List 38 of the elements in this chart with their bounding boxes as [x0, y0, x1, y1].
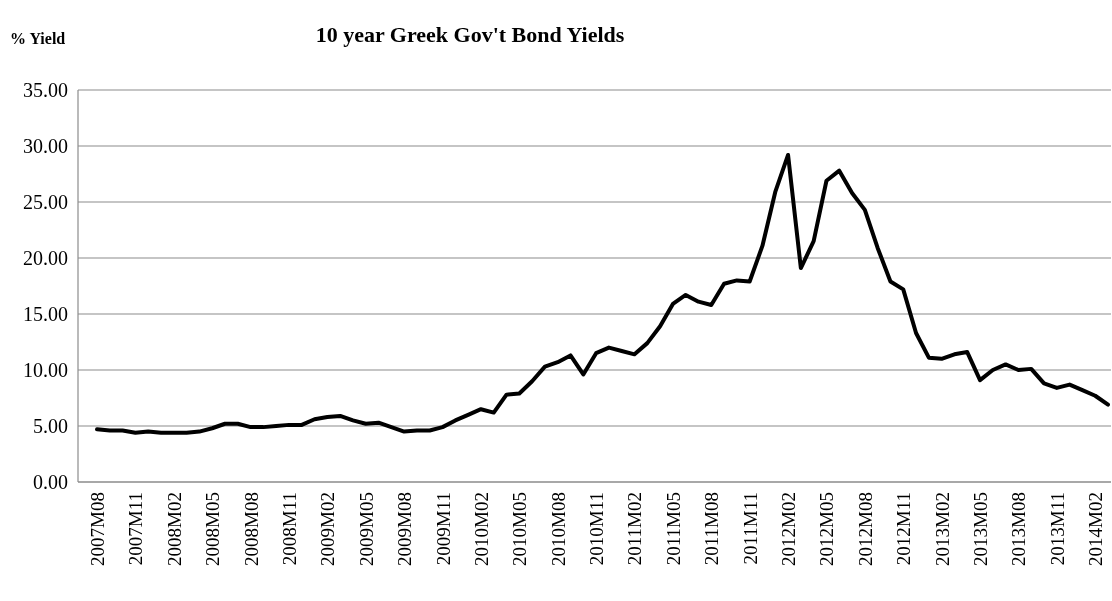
- y-tick-label: 30.00: [23, 135, 68, 157]
- x-tick-label: 2008M11: [278, 492, 300, 566]
- x-tick-label: 2011M08: [701, 492, 723, 566]
- y-tick-label: 10.00: [23, 359, 68, 381]
- chart-title: 10 year Greek Gov't Bond Yields: [315, 22, 625, 47]
- x-tick-label: 2010M11: [586, 492, 608, 566]
- x-tick-label: 2010M02: [470, 492, 492, 566]
- y-tick-label: 35.00: [23, 79, 68, 101]
- x-tick-label: 2013M02: [931, 492, 953, 566]
- x-tick-label: 2007M11: [125, 492, 147, 566]
- x-tick-label: 2010M05: [509, 492, 531, 566]
- y-tick-label: 5.00: [33, 415, 68, 437]
- x-tick-label: 2010M08: [547, 492, 569, 566]
- x-tick-label: 2014M02: [1085, 492, 1107, 566]
- x-tick-label: 2009M05: [355, 492, 377, 566]
- x-tick-label: 2009M08: [394, 492, 416, 566]
- x-tick-label: 2013M05: [970, 492, 992, 566]
- x-tick-label: 2012M08: [854, 492, 876, 566]
- x-tick-label: 2008M08: [240, 492, 262, 566]
- x-tick-label: 2012M11: [893, 492, 915, 566]
- x-tick-label: 2012M05: [816, 492, 838, 566]
- y-axis-title: % Yield: [10, 30, 66, 47]
- x-tick-label: 2013M08: [1008, 492, 1030, 566]
- y-tick-label: 25.00: [23, 191, 68, 213]
- x-tick-label: 2008M02: [163, 492, 185, 566]
- x-tick-label: 2011M11: [739, 492, 761, 565]
- x-tick-label: 2009M11: [432, 492, 454, 566]
- x-tick-label: 2009M02: [317, 492, 339, 566]
- y-tick-label: 0.00: [33, 471, 68, 493]
- x-tick-label: 2007M08: [87, 492, 108, 566]
- x-tick-label: 2013M11: [1046, 492, 1068, 566]
- x-tick-label: 2011M05: [662, 492, 684, 566]
- y-tick-label: 20.00: [23, 247, 68, 269]
- x-tick-label: 2011M02: [624, 492, 646, 566]
- line-series: [95, 152, 1110, 435]
- x-tick-label: 2012M02: [778, 492, 800, 566]
- x-tick-label: 2008M05: [202, 492, 224, 566]
- y-tick-label: 15.00: [23, 303, 68, 325]
